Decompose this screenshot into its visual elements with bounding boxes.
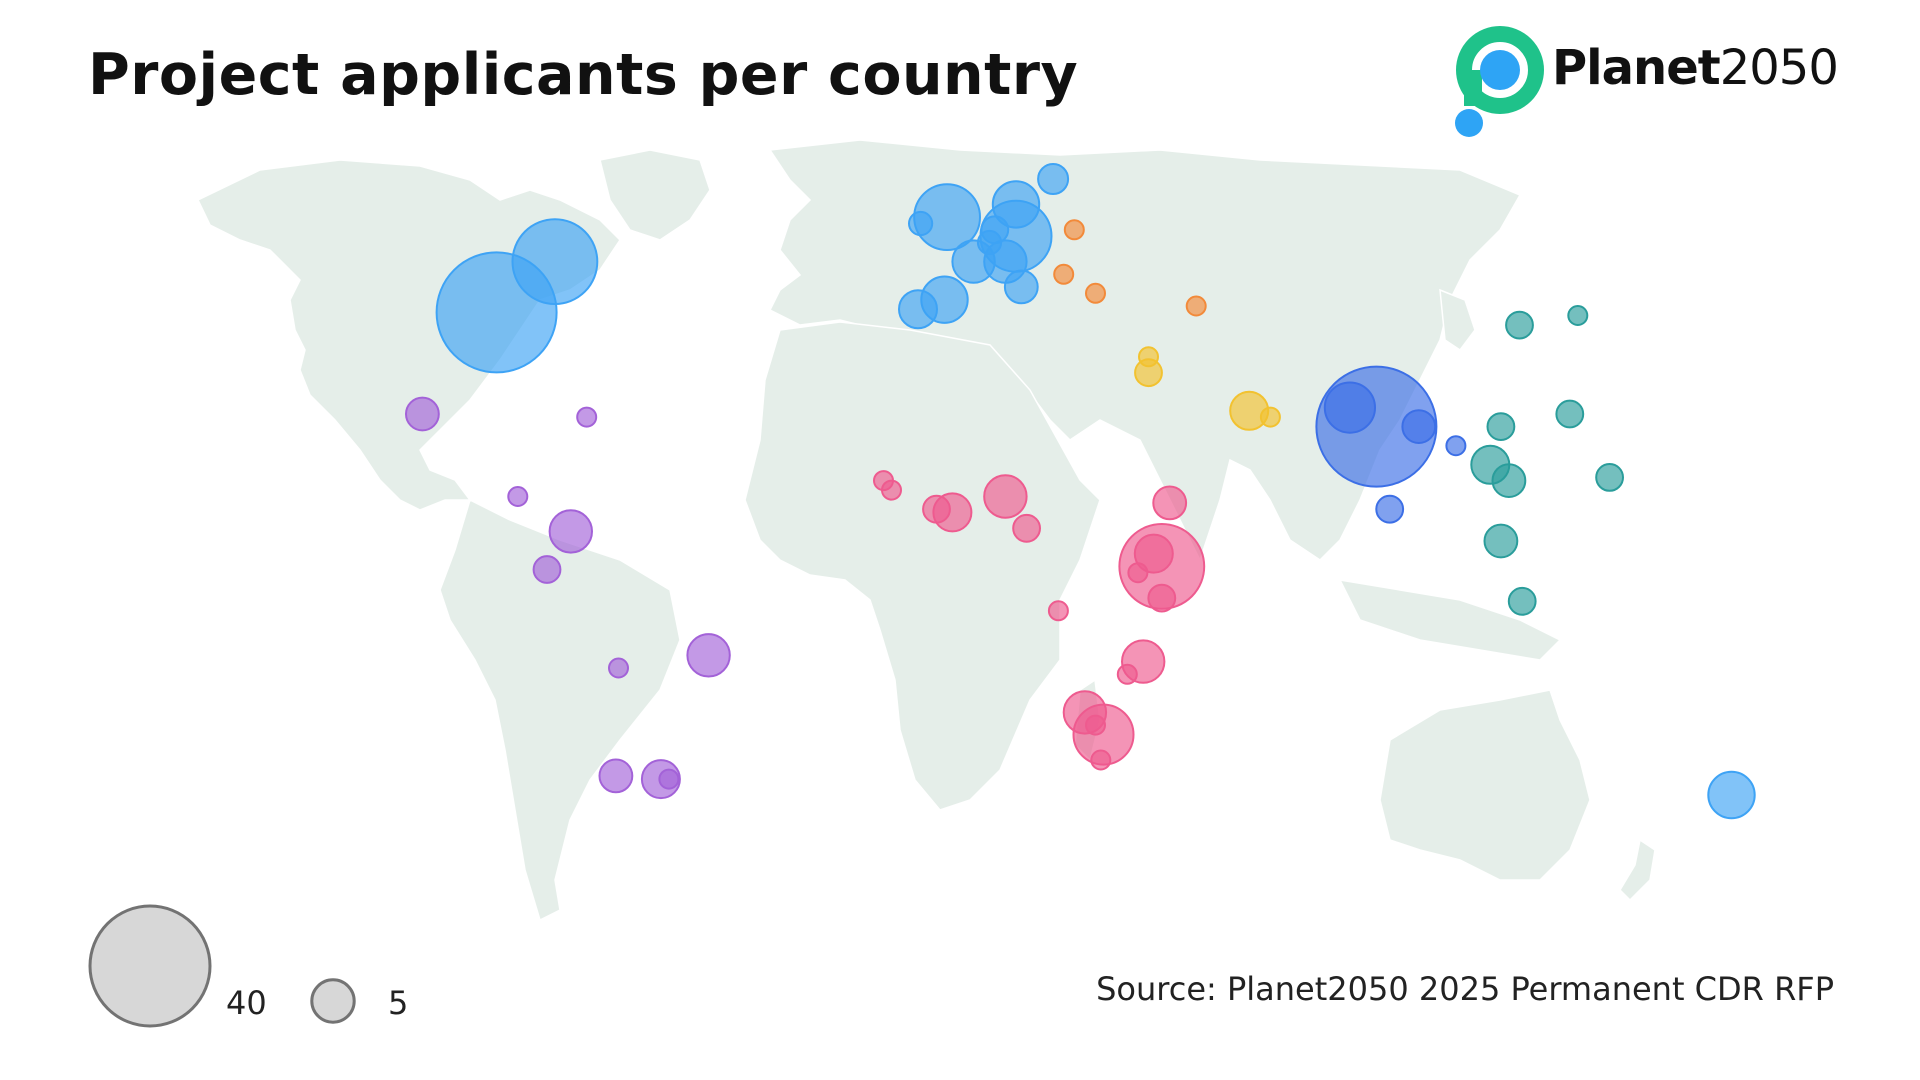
country-bubble — [1375, 494, 1405, 524]
country-bubble — [686, 633, 731, 678]
country-bubble — [1445, 435, 1467, 457]
logo-outer-dot — [1455, 109, 1483, 137]
country-bubble — [1259, 406, 1281, 428]
planet2050-logo: Planet2050 — [1452, 22, 1852, 152]
country-bubble — [983, 474, 1028, 519]
landmass-new-zealand — [1619, 838, 1656, 902]
country-bubble — [881, 479, 902, 501]
country-bubble — [1127, 562, 1149, 584]
country-bubble — [1063, 219, 1085, 241]
landmass-japan — [1439, 288, 1476, 352]
legend-label-large: 40 — [226, 984, 267, 1022]
country-bubble — [1003, 269, 1039, 305]
country-bubble — [1401, 409, 1437, 445]
country-bubble — [1085, 714, 1106, 736]
country-bubble — [922, 494, 951, 524]
country-bubble — [576, 406, 598, 428]
logo-inner-dot — [1480, 50, 1520, 90]
country-bubble — [1323, 381, 1377, 434]
legend-bubble-large — [88, 904, 212, 1028]
country-bubble — [898, 289, 938, 330]
country-bubble — [608, 657, 629, 679]
logo-word-light: 2050 — [1719, 40, 1839, 96]
country-bubble — [1116, 663, 1138, 685]
country-bubble — [976, 229, 1003, 256]
country-bubble — [658, 768, 680, 790]
country-bubble — [991, 180, 1041, 229]
country-bubble — [1555, 399, 1585, 429]
country-bubble — [1037, 163, 1070, 195]
logo-word-bold: Planet — [1552, 40, 1721, 96]
country-bubble — [1053, 263, 1075, 285]
country-bubble — [507, 486, 529, 507]
page-title: Project applicants per country — [88, 42, 1079, 108]
logo-stem — [1464, 70, 1482, 106]
country-bubble — [532, 555, 562, 584]
country-bubble — [1567, 305, 1589, 326]
landmass-southeast-asia-islands — [1338, 579, 1562, 661]
country-bubble — [1012, 513, 1041, 543]
country-bubble — [1707, 770, 1756, 820]
country-bubble — [405, 396, 440, 432]
country-bubble — [1505, 310, 1534, 340]
country-bubble — [1047, 600, 1069, 622]
country-bubble — [598, 758, 634, 794]
country-bubble — [1133, 533, 1174, 574]
bubble-layer — [405, 163, 1756, 820]
land-masses — [197, 139, 1656, 922]
country-bubble — [1138, 346, 1159, 368]
country-bubble — [1483, 523, 1519, 559]
country-bubble — [1185, 295, 1207, 317]
country-bubble — [1507, 586, 1537, 616]
country-bubble — [908, 210, 934, 237]
legend-label-small: 5 — [388, 984, 409, 1022]
landmass-north-america — [197, 159, 621, 511]
landmass-australia — [1379, 689, 1591, 881]
country-bubble — [1147, 583, 1177, 613]
logo-wordmark: Planet2050 — [1552, 40, 1839, 96]
country-bubble — [1090, 749, 1112, 771]
country-bubble — [511, 218, 599, 306]
legend-bubble-small — [310, 978, 356, 1024]
country-bubble — [1085, 282, 1106, 304]
country-bubble — [1486, 412, 1516, 442]
country-bubble — [1595, 463, 1624, 492]
landmass-africa — [744, 321, 1101, 811]
source-note: Source: Planet2050 2025 Permanent CDR RF… — [1096, 970, 1834, 1008]
country-bubble — [1491, 463, 1527, 499]
logo-pin-icon — [1455, 26, 1544, 137]
country-bubble — [548, 509, 593, 554]
landmass-greenland — [599, 149, 711, 241]
landmass-south-america — [439, 498, 681, 922]
country-bubble — [1152, 485, 1188, 521]
size-legend — [88, 904, 356, 1028]
